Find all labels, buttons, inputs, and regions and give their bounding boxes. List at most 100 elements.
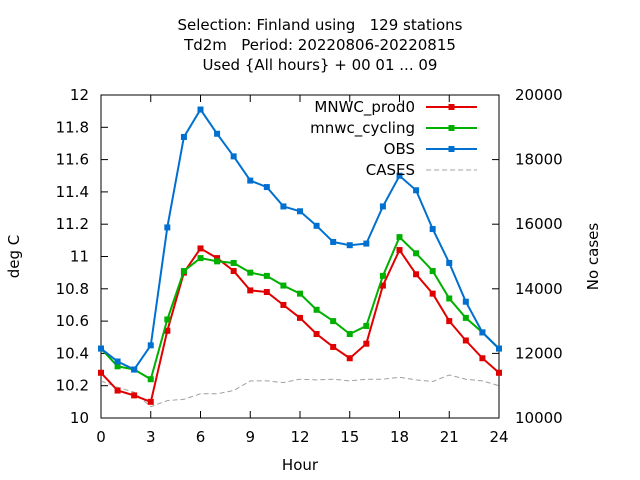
x-tick-label: 21 — [440, 428, 459, 446]
y-tick-label: 11.4 — [56, 183, 89, 201]
data-point-OBS — [379, 203, 386, 210]
data-point-OBS — [98, 345, 104, 352]
data-point-mnwc_cycling — [446, 295, 453, 302]
data-point-MNWC_prod0 — [247, 287, 254, 294]
data-point-OBS — [230, 153, 237, 160]
x-tick-label: 24 — [489, 428, 508, 446]
data-point-OBS — [197, 106, 204, 113]
y2-tick-label: 10000 — [515, 409, 563, 427]
legend-marker-MNWC_prod0 — [448, 104, 455, 110]
legend-label-mnwc_cycling: mnwc_cycling — [310, 119, 415, 138]
data-point-OBS — [496, 345, 502, 352]
data-point-MNWC_prod0 — [496, 369, 502, 376]
data-point-OBS — [446, 259, 453, 266]
data-point-MNWC_prod0 — [396, 247, 403, 254]
data-point-mnwc_cycling — [147, 376, 154, 383]
data-point-MNWC_prod0 — [330, 343, 337, 350]
data-point-OBS — [429, 226, 436, 233]
y2-tick-label: 12000 — [515, 344, 563, 362]
y-tick-label: 11.8 — [56, 118, 89, 136]
data-point-MNWC_prod0 — [114, 387, 121, 394]
data-point-OBS — [114, 358, 121, 365]
x-tick-label: 0 — [96, 428, 106, 446]
data-point-OBS — [313, 222, 320, 229]
data-point-MNWC_prod0 — [263, 289, 270, 296]
data-point-OBS — [131, 366, 138, 373]
data-point-MNWC_prod0 — [429, 290, 436, 297]
data-point-mnwc_cycling — [230, 259, 237, 266]
data-point-MNWC_prod0 — [479, 355, 486, 362]
x-tick-label: 3 — [146, 428, 156, 446]
data-point-MNWC_prod0 — [446, 318, 453, 325]
y2-tick-label: 20000 — [515, 86, 563, 104]
y2-axis-label: No cases — [584, 223, 602, 291]
y-tick-label: 11 — [70, 248, 89, 266]
legend-marker-mnwc_cycling — [448, 125, 455, 131]
data-point-MNWC_prod0 — [197, 245, 204, 252]
data-point-mnwc_cycling — [263, 272, 270, 279]
x-tick-label: 12 — [290, 428, 309, 446]
data-point-MNWC_prod0 — [214, 255, 221, 262]
legend-label-CASES: CASES — [366, 161, 415, 179]
legend-marker-OBS — [448, 146, 455, 152]
series-line-CASES — [100, 374, 500, 408]
data-point-OBS — [164, 224, 171, 231]
data-point-mnwc_cycling — [180, 268, 187, 275]
data-point-mnwc_cycling — [413, 250, 420, 257]
plot-frame — [100, 94, 500, 419]
data-point-MNWC_prod0 — [413, 271, 420, 278]
data-point-mnwc_cycling — [297, 290, 303, 297]
data-point-OBS — [413, 187, 420, 194]
data-point-mnwc_cycling — [164, 316, 171, 323]
data-point-OBS — [396, 172, 403, 179]
data-point-mnwc_cycling — [214, 258, 221, 265]
data-point-MNWC_prod0 — [462, 337, 469, 344]
y-tick-label: 12 — [70, 86, 89, 104]
chart-title-line-2: Td2m Period: 20220806-20220815 — [184, 36, 456, 54]
data-point-mnwc_cycling — [197, 255, 204, 262]
x-axis-label: Hour — [282, 456, 319, 474]
data-point-OBS — [297, 208, 303, 215]
legend-label-OBS: OBS — [384, 140, 415, 158]
chart-title-line-3: Used {All hours} + 00 01 ... 09 — [202, 56, 438, 74]
data-point-OBS — [263, 184, 270, 191]
data-point-mnwc_cycling — [346, 331, 353, 338]
data-point-MNWC_prod0 — [147, 398, 154, 405]
data-point-OBS — [363, 240, 370, 247]
y-tick-label: 11.2 — [56, 215, 89, 233]
data-point-MNWC_prod0 — [379, 282, 386, 289]
y2-tick-label: 18000 — [515, 151, 563, 169]
y2-tick-label: 16000 — [515, 215, 563, 233]
data-point-mnwc_cycling — [363, 322, 370, 329]
data-point-mnwc_cycling — [313, 306, 320, 313]
data-point-mnwc_cycling — [114, 363, 121, 370]
data-point-OBS — [147, 342, 154, 349]
y-tick-label: 10.6 — [56, 312, 89, 330]
data-point-MNWC_prod0 — [131, 392, 138, 399]
data-point-OBS — [330, 238, 337, 245]
y-tick-label: 11.6 — [56, 151, 89, 169]
data-point-OBS — [479, 329, 486, 336]
data-point-OBS — [462, 298, 469, 305]
data-point-OBS — [247, 177, 254, 184]
y-axis-label: deg C — [5, 235, 23, 279]
data-point-OBS — [214, 130, 221, 137]
data-point-MNWC_prod0 — [297, 314, 303, 321]
data-point-MNWC_prod0 — [313, 331, 320, 338]
data-point-mnwc_cycling — [462, 314, 469, 321]
x-tick-label: 18 — [390, 428, 409, 446]
data-point-MNWC_prod0 — [280, 301, 287, 308]
data-point-OBS — [346, 242, 353, 249]
data-point-OBS — [180, 133, 187, 140]
x-tick-label: 9 — [245, 428, 255, 446]
y-tick-label: 10.4 — [56, 344, 89, 362]
x-tick-label: 6 — [196, 428, 206, 446]
data-point-mnwc_cycling — [379, 272, 386, 279]
y2-tick-label: 14000 — [515, 280, 563, 298]
data-point-mnwc_cycling — [280, 282, 287, 289]
data-point-MNWC_prod0 — [164, 327, 171, 334]
data-point-mnwc_cycling — [396, 234, 403, 241]
data-point-MNWC_prod0 — [346, 355, 353, 362]
y-tick-label: 10 — [70, 409, 89, 427]
